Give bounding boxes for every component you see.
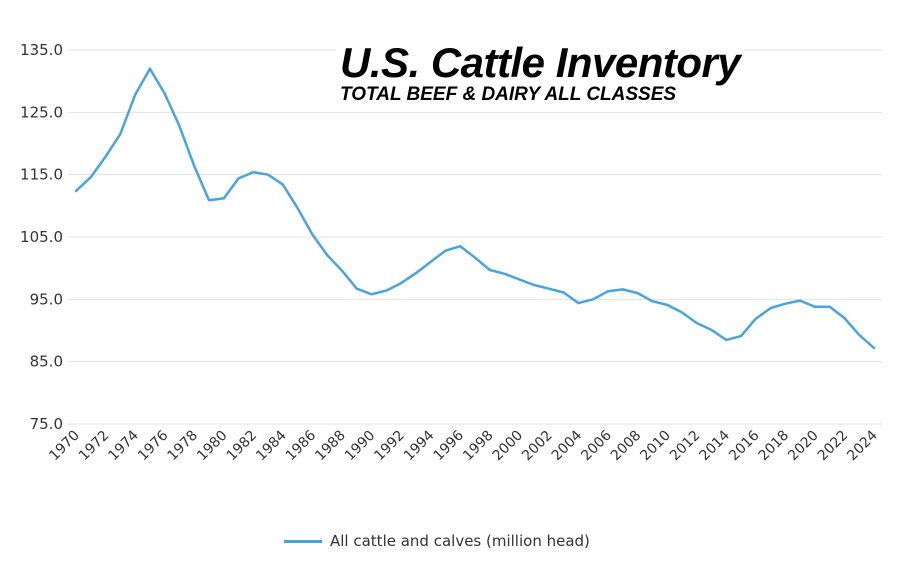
x-axis-ticks: 1970197219741976197819801982198419861988… (46, 427, 881, 464)
x-tick-label: 1976 (135, 427, 172, 464)
y-axis-ticks: 75.0 85.0 95.0 105.0 115.0 125.0 135.0 (20, 41, 63, 433)
legend-label: All cattle and calves (million head) (330, 532, 590, 550)
legend: All cattle and calves (million head) (284, 532, 590, 550)
x-tick-label: 2010 (637, 428, 674, 465)
x-tick-label: 1992 (371, 428, 408, 465)
x-tick-label: 2016 (726, 427, 763, 464)
x-tick-label: 2018 (756, 428, 793, 465)
y-tick-label: 75.0 (30, 415, 63, 433)
x-tick-label: 1988 (312, 428, 349, 465)
x-tick-label: 1980 (194, 428, 231, 465)
x-tick-label: 1998 (460, 428, 497, 465)
x-tick-label: 2012 (667, 428, 704, 465)
x-tick-label: 2014 (697, 427, 734, 464)
x-tick-label: 1996 (431, 427, 468, 464)
x-tick-label: 2000 (490, 428, 527, 465)
y-tick-label: 95.0 (30, 290, 63, 308)
x-tick-label: 2008 (608, 428, 645, 465)
chart-title-block: U.S. Cattle Inventory TOTAL BEEF & DAIRY… (336, 39, 745, 106)
x-tick-label: 1982 (224, 428, 261, 465)
y-tick-label: 105.0 (20, 228, 63, 246)
chart-title: U.S. Cattle Inventory (340, 39, 741, 86)
x-tick-label: 2024 (844, 427, 881, 464)
x-tick-label: 1978 (165, 428, 202, 465)
x-tick-label: 1984 (253, 427, 290, 464)
y-tick-label: 115.0 (20, 166, 63, 184)
y-tick-label: 135.0 (20, 41, 63, 59)
x-tick-label: 2022 (815, 428, 852, 465)
x-tick-label: 1986 (283, 427, 320, 464)
x-tick-label: 1974 (105, 427, 142, 464)
x-tick-label: 1972 (76, 428, 113, 465)
x-tick-label: 2004 (549, 427, 586, 464)
chart-subtitle: TOTAL BEEF & DAIRY ALL CLASSES (340, 84, 677, 105)
y-tick-label: 85.0 (30, 353, 63, 371)
x-tick-label: 2006 (578, 427, 615, 464)
x-tick-label: 1990 (342, 428, 379, 465)
x-tick-label: 2020 (785, 428, 822, 465)
x-tick-label: 2002 (519, 428, 556, 465)
series-layer (74, 67, 876, 350)
y-tick-label: 125.0 (20, 103, 63, 121)
gridlines (68, 49, 882, 425)
x-tick-label: 1994 (401, 427, 438, 464)
legend-swatch (284, 539, 322, 543)
series-line (74, 67, 876, 350)
